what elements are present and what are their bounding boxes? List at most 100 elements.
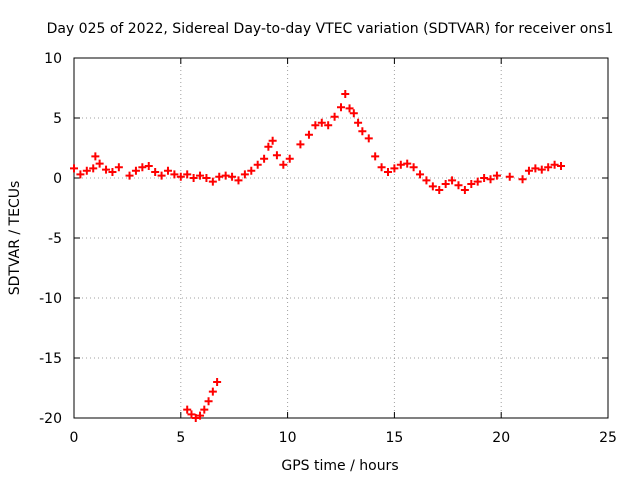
data-point bbox=[215, 172, 224, 181]
y-tick-label: -20 bbox=[39, 411, 62, 427]
data-point bbox=[208, 177, 217, 186]
data-point bbox=[183, 170, 192, 179]
data-point bbox=[176, 172, 185, 181]
data-point bbox=[428, 182, 437, 191]
data-point bbox=[240, 170, 249, 179]
data-point bbox=[272, 151, 281, 160]
y-tick-label: -10 bbox=[39, 291, 62, 307]
data-point bbox=[358, 127, 367, 136]
y-axis-label: SDTVAR / TECUs bbox=[7, 181, 23, 296]
data-point bbox=[454, 181, 463, 190]
data-point bbox=[518, 175, 527, 184]
data-point bbox=[422, 176, 431, 185]
data-point bbox=[304, 130, 313, 139]
data-point bbox=[492, 171, 501, 180]
data-point bbox=[76, 170, 85, 179]
data-point bbox=[131, 166, 140, 175]
x-tick-label: 10 bbox=[279, 430, 297, 446]
data-point bbox=[253, 160, 262, 169]
data-point bbox=[208, 387, 217, 396]
data-point bbox=[396, 160, 405, 169]
data-point bbox=[204, 397, 213, 406]
data-point bbox=[264, 142, 273, 151]
y-tick-label: -5 bbox=[48, 231, 62, 247]
data-point bbox=[416, 170, 425, 179]
data-point bbox=[157, 171, 166, 180]
data-point bbox=[196, 171, 205, 180]
y-tick-label: 5 bbox=[53, 111, 62, 127]
y-tick-label: 10 bbox=[44, 51, 62, 67]
data-point bbox=[337, 103, 345, 112]
y-tick-label: 0 bbox=[53, 171, 62, 187]
data-point bbox=[221, 171, 230, 180]
data-point bbox=[531, 164, 540, 173]
data-point bbox=[349, 109, 358, 118]
data-point bbox=[70, 164, 78, 173]
data-point bbox=[191, 414, 200, 422]
data-point bbox=[144, 162, 153, 170]
x-tick-label: 15 bbox=[385, 430, 403, 446]
data-point bbox=[279, 160, 288, 169]
data-point bbox=[441, 180, 450, 188]
data-point bbox=[228, 172, 237, 181]
data-point bbox=[247, 166, 256, 175]
series-0 bbox=[70, 90, 566, 194]
data-point bbox=[354, 118, 363, 127]
plot-frame bbox=[73, 57, 609, 419]
x-tick-labels: 0 5 10 15 20 25 bbox=[70, 430, 617, 446]
data-point bbox=[200, 405, 209, 414]
series-1 bbox=[183, 378, 222, 422]
x-tick-label: 0 bbox=[70, 430, 79, 446]
data-point bbox=[409, 163, 418, 172]
data-point bbox=[371, 152, 380, 161]
data-point bbox=[505, 172, 514, 181]
data-point bbox=[125, 171, 134, 180]
x-tick-label: 5 bbox=[176, 430, 185, 446]
data-point bbox=[557, 162, 566, 170]
data-point bbox=[260, 154, 269, 163]
data-point bbox=[196, 411, 205, 420]
y-tick-label: -15 bbox=[39, 351, 62, 367]
data-point bbox=[383, 168, 392, 176]
data-point bbox=[183, 405, 192, 414]
data-point bbox=[537, 165, 546, 174]
data-point bbox=[268, 136, 277, 145]
data-point bbox=[114, 163, 123, 172]
x-axis-label: GPS time / hours bbox=[281, 458, 398, 474]
data-point bbox=[189, 174, 198, 182]
data-point bbox=[170, 170, 179, 179]
x-tick-label: 25 bbox=[599, 430, 617, 446]
data-point bbox=[187, 410, 196, 419]
data-point bbox=[317, 118, 326, 127]
data-point bbox=[102, 165, 111, 174]
data-point bbox=[311, 121, 320, 130]
data-point bbox=[234, 176, 243, 185]
data-point bbox=[163, 166, 172, 175]
grid-lines bbox=[74, 58, 608, 418]
data-point bbox=[91, 152, 100, 161]
data-points bbox=[70, 90, 566, 422]
data-point bbox=[448, 176, 457, 185]
data-point bbox=[435, 186, 444, 194]
data-point bbox=[390, 164, 399, 173]
data-point bbox=[550, 160, 559, 169]
data-point bbox=[364, 134, 373, 143]
data-point bbox=[480, 174, 489, 182]
data-point bbox=[89, 164, 98, 173]
data-point bbox=[324, 121, 333, 130]
data-point bbox=[202, 174, 211, 182]
y-tick-labels: -20 -15 -10 -5 0 5 10 bbox=[39, 51, 62, 427]
chart-title: Day 025 of 2022, Sidereal Day-to-day VTE… bbox=[47, 21, 614, 37]
data-point bbox=[138, 163, 147, 172]
data-point bbox=[473, 177, 482, 186]
data-point bbox=[330, 112, 339, 121]
data-point bbox=[460, 186, 469, 194]
data-point bbox=[377, 163, 386, 172]
data-point bbox=[82, 166, 91, 175]
data-point bbox=[341, 90, 350, 98]
data-point bbox=[213, 378, 222, 386]
data-point bbox=[285, 154, 294, 163]
data-point bbox=[544, 163, 553, 172]
data-point bbox=[151, 168, 160, 176]
